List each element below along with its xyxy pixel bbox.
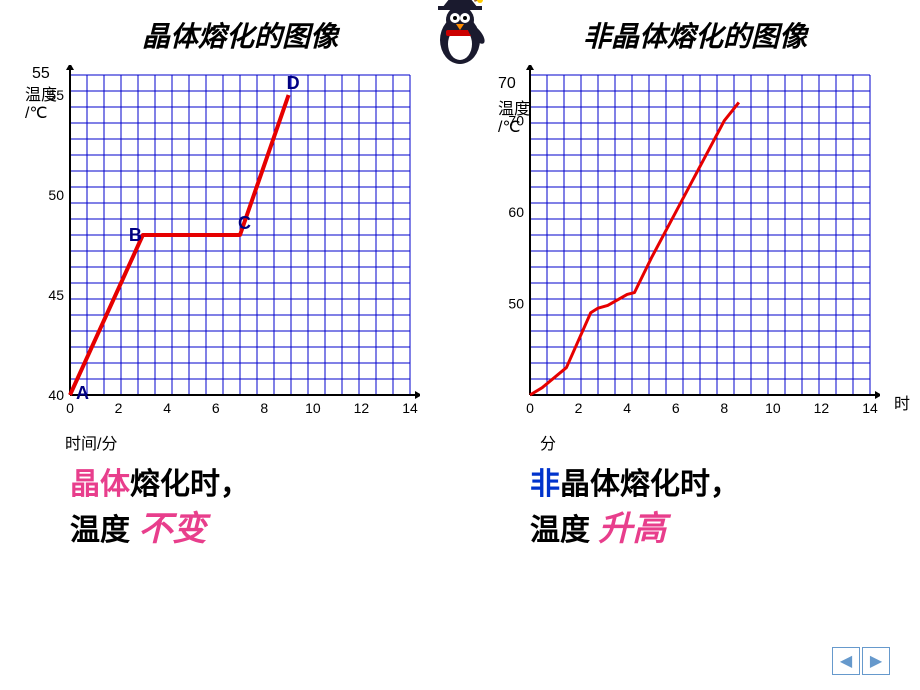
- left-x-label: 时间/分: [65, 430, 460, 454]
- prev-button[interactable]: ◀: [832, 647, 860, 675]
- svg-text:2: 2: [575, 400, 583, 416]
- svg-text:4: 4: [623, 400, 631, 416]
- right-y-label: 温度 /℃: [498, 101, 530, 136]
- svg-text:14: 14: [402, 400, 418, 416]
- right-caption: 非晶体熔化时， 温度 升高: [530, 464, 900, 554]
- svg-text:14: 14: [862, 400, 878, 416]
- svg-text:10: 10: [765, 400, 781, 416]
- svg-text:40: 40: [48, 387, 64, 403]
- nav-arrows: ◀ ▶: [832, 647, 890, 675]
- left-panel: 晶体熔化的图像 55 温度 /℃ 0246810121440455055ABCD…: [20, 10, 460, 554]
- left-chart: 0246810121440455055ABCD: [40, 65, 420, 425]
- right-x-label: 分: [540, 430, 900, 454]
- caption-word: 晶体: [70, 468, 130, 501]
- caption-word: 温度: [70, 514, 138, 547]
- right-y-top-tick: 70: [498, 75, 516, 93]
- left-y-label: 温度 /℃: [25, 87, 57, 122]
- right-chart: 0 2 4 6 8 10 12 14 50 60 70: [500, 65, 880, 425]
- svg-text:60: 60: [508, 204, 524, 220]
- caption-word: 不变: [138, 511, 206, 548]
- svg-text:8: 8: [720, 400, 728, 416]
- svg-text:8: 8: [260, 400, 268, 416]
- penguin-mascot: [424, 0, 496, 75]
- svg-text:0: 0: [526, 400, 534, 416]
- left-y-top-tick: 55: [32, 65, 50, 83]
- svg-text:50: 50: [508, 296, 524, 312]
- svg-text:12: 12: [354, 400, 370, 416]
- svg-text:6: 6: [212, 400, 220, 416]
- svg-text:0: 0: [66, 400, 74, 416]
- svg-text:B: B: [129, 225, 142, 245]
- svg-text:45: 45: [48, 287, 64, 303]
- left-title: 晶体熔化的图像: [20, 15, 460, 55]
- caption-word: 温度: [530, 514, 598, 547]
- caption-word: 非: [530, 468, 560, 501]
- right-title: 非晶体熔化的图像: [490, 15, 900, 55]
- caption-word: 升高: [598, 511, 666, 548]
- next-button[interactable]: ▶: [862, 647, 890, 675]
- svg-text:C: C: [238, 213, 251, 233]
- svg-text:50: 50: [48, 187, 64, 203]
- svg-text:A: A: [76, 383, 89, 403]
- svg-text:10: 10: [305, 400, 321, 416]
- svg-text:2: 2: [115, 400, 123, 416]
- caption-word: 熔化时，: [130, 468, 250, 501]
- svg-text:4: 4: [163, 400, 171, 416]
- svg-text:12: 12: [814, 400, 830, 416]
- right-x-side: 时: [894, 390, 910, 414]
- right-panel: 非晶体熔化的图像 70 温度 /℃ 02468101214506070 时 分 …: [460, 10, 900, 554]
- svg-text:D: D: [287, 73, 300, 93]
- svg-text:6: 6: [672, 400, 680, 416]
- left-caption: 晶体熔化时， 温度 不变: [70, 464, 460, 554]
- caption-word: 晶体熔化时，: [560, 468, 740, 501]
